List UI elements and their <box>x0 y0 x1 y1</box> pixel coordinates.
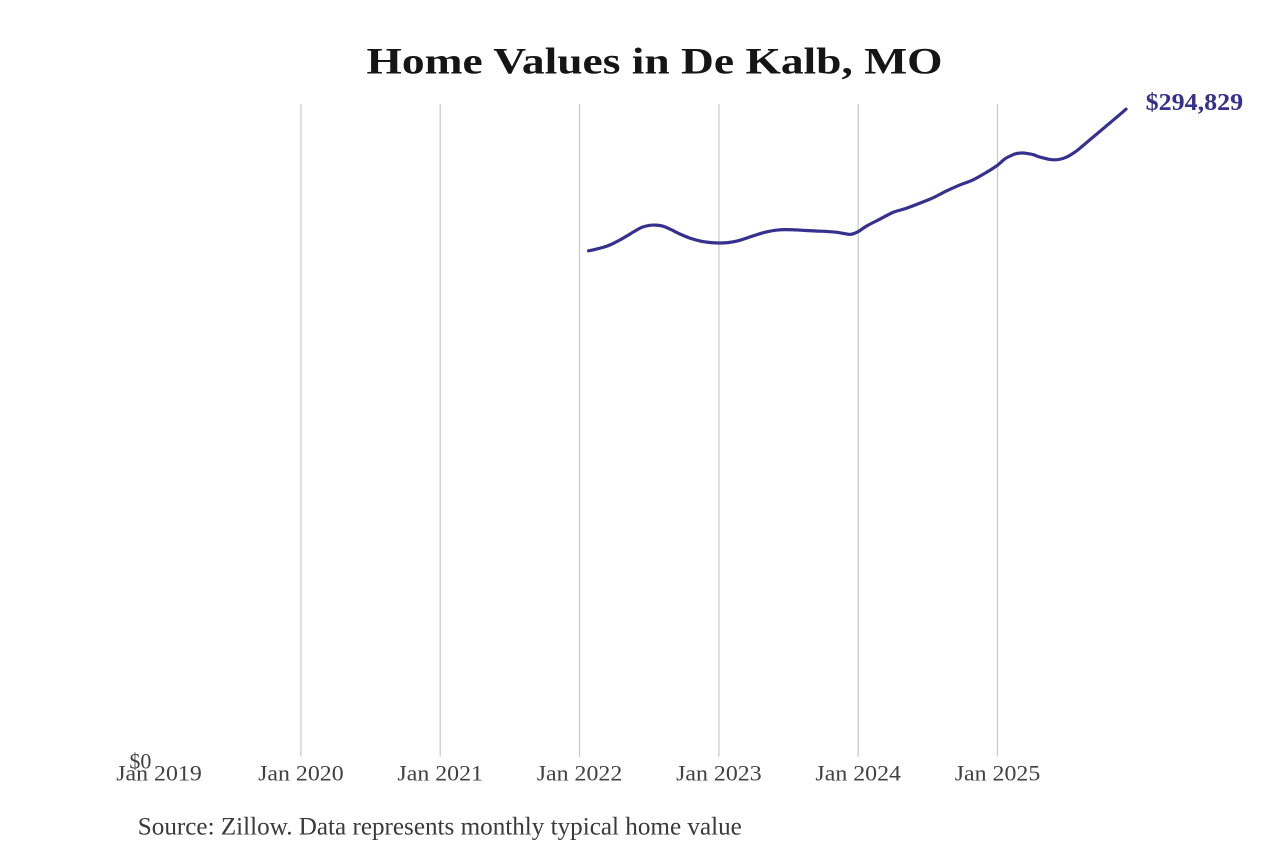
svg-text:$294,829: $294,829 <box>1146 90 1244 116</box>
svg-text:$0: $0 <box>129 748 151 773</box>
svg-text:Jan 2020: Jan 2020 <box>258 761 344 786</box>
svg-text:Jan 2024: Jan 2024 <box>815 761 901 786</box>
svg-text:Jan 2022: Jan 2022 <box>537 761 623 786</box>
svg-text:Jan 2023: Jan 2023 <box>676 761 762 786</box>
svg-text:Jan 2021: Jan 2021 <box>397 761 483 786</box>
svg-text:Home Values in De Kalb, MO: Home Values in De Kalb, MO <box>367 42 943 83</box>
svg-text:Source: Zillow. Data represent: Source: Zillow. Data represents monthly … <box>138 813 742 840</box>
svg-text:Jan 2019: Jan 2019 <box>116 761 202 786</box>
svg-text:Jan 2025: Jan 2025 <box>955 761 1041 786</box>
